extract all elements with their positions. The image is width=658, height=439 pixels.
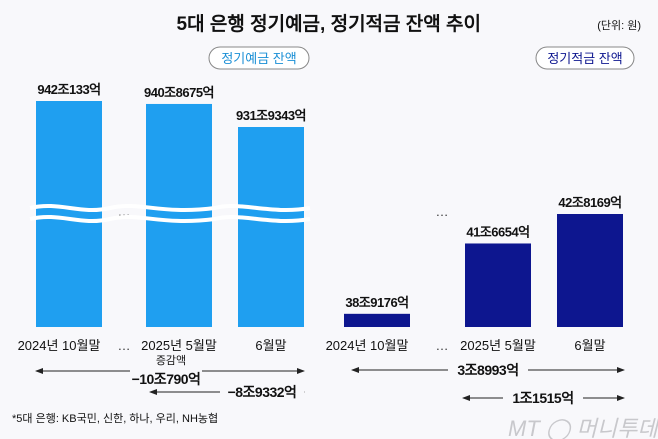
deposit-title: 정기예금 잔액 — [221, 51, 296, 66]
change-label-bg — [130, 370, 202, 388]
ellipsis: … — [436, 338, 449, 353]
savings-bar — [344, 313, 410, 327]
change-label-bg — [503, 389, 583, 407]
deposit-category-label: 2025년 5월말 — [141, 338, 217, 353]
axis-break-wave — [29, 214, 311, 224]
savings-title-pill — [535, 46, 635, 70]
savings-category-label: 2024년 10월말 — [326, 338, 409, 353]
savings-category-label: 6월말 — [574, 338, 605, 353]
savings-value-label: 42조8169억 — [558, 195, 621, 210]
savings-panel: 정기적금 잔액 38조9176억 2024년 10월말 41조6654억 2025년 5… — [326, 46, 635, 407]
change-label: −10조790억 — [132, 371, 201, 387]
change-label-bg — [448, 361, 528, 379]
deposit-value-label: 942조133억 — [37, 82, 100, 97]
axis-break-wave — [29, 203, 311, 213]
deposit-panel: 정기예금 잔액 942조133억 2024년 10월말 940조8675억 2025년 … — [18, 46, 311, 401]
change-label: −8조9332억 — [228, 384, 297, 400]
ellipsis: … — [436, 204, 449, 219]
savings-title: 정기적금 잔액 — [547, 51, 622, 66]
deposit-value-label: 940조8675억 — [144, 85, 214, 100]
deposit-value-label: 931조9343억 — [236, 108, 306, 123]
deposit-bar — [36, 101, 102, 327]
deposit-title-pill — [208, 46, 310, 70]
savings-category-label: 2025년 5월말 — [460, 338, 536, 353]
deposit-category-label: 2024년 10월말 — [18, 338, 101, 353]
deposit-category-label: 6월말 — [255, 338, 286, 353]
deposit-bar — [146, 103, 212, 327]
ellipsis: … — [118, 338, 131, 353]
change-label: 1조1515억 — [512, 390, 573, 406]
chart-title: 5대 은행 정기예금, 정기적금 잔액 추이 — [177, 13, 481, 35]
savings-value-label: 38조9176억 — [345, 295, 408, 310]
deposit-bar — [238, 127, 304, 328]
change-title: 증감액 — [156, 354, 186, 367]
watermark-logo: MT ◯ 머니투데이 — [508, 416, 658, 439]
change-label-bg — [220, 383, 304, 401]
savings-bar — [557, 214, 623, 327]
savings-bar — [465, 243, 531, 327]
footnote: *5대 은행: KB국민, 신한, 하나, 우리, NH농협 — [12, 411, 218, 425]
savings-value-label: 41조6654억 — [466, 224, 529, 239]
change-label: 3조8993억 — [457, 362, 518, 378]
unit-label: (단위: 원) — [597, 19, 641, 32]
